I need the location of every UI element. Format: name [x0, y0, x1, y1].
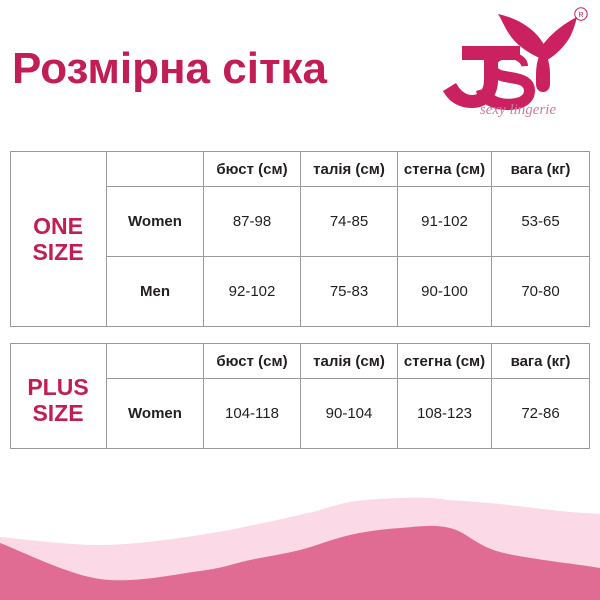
svg-text:sexy lingerie: sexy lingerie — [480, 102, 557, 118]
svg-text:R: R — [578, 12, 583, 19]
